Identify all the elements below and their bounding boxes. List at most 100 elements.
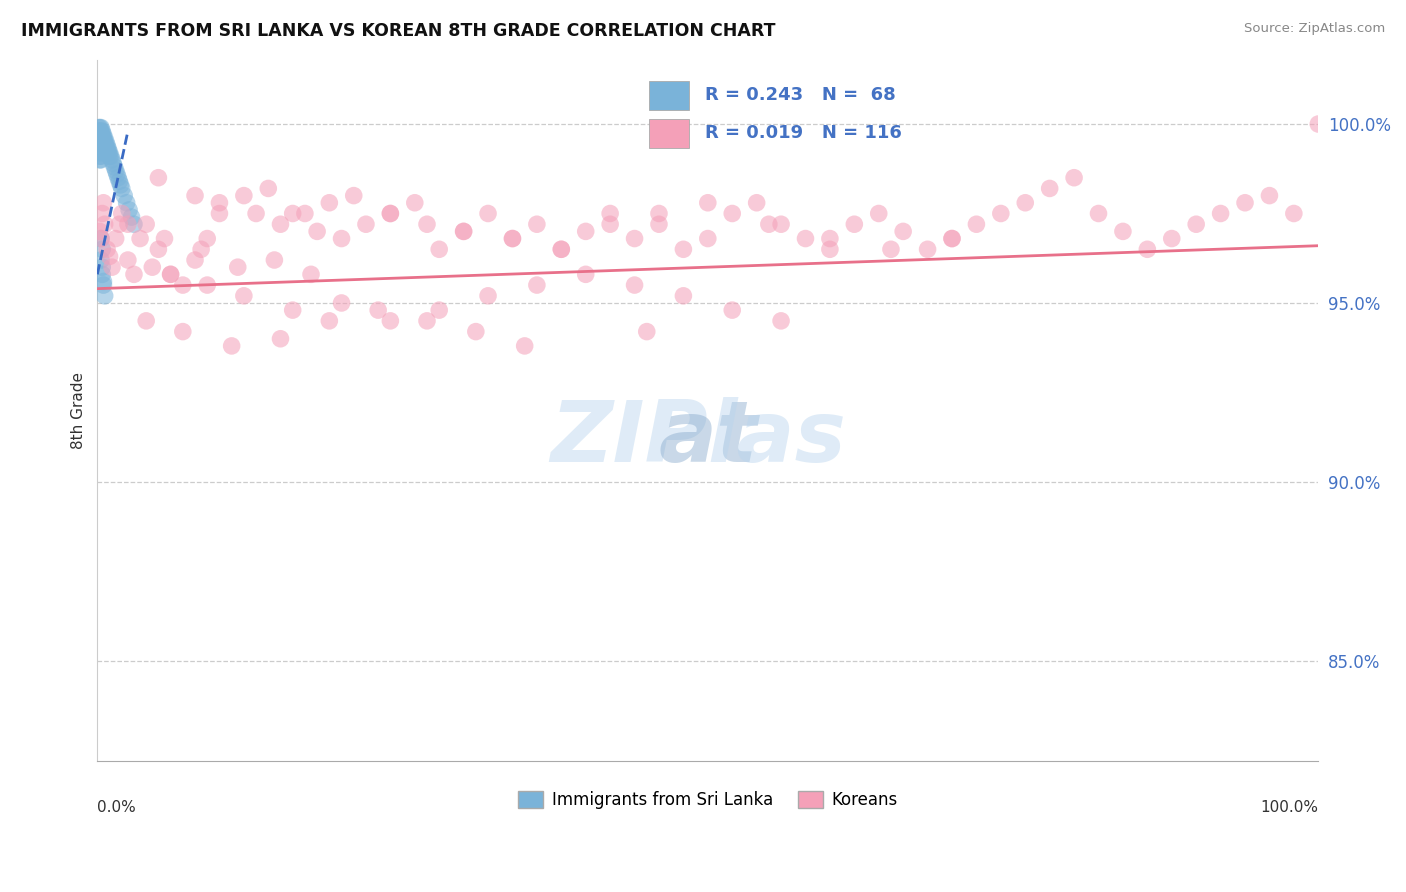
Point (550, 242, 572, 256)
Point (148, 242, 170, 256)
Point (89, 145, 111, 160)
Point (672, 289, 695, 303)
Point (477, 289, 499, 303)
Point (115, 195, 138, 210)
Point (501, 231, 523, 245)
Point (990, 206, 1012, 220)
Point (464, 325, 486, 339)
Point (103, 160, 125, 174)
Point (513, 339, 536, 353)
Point (758, 217, 780, 231)
Point (917, 242, 939, 256)
Point (281, 206, 304, 220)
Point (96, 142, 118, 156)
Point (416, 217, 439, 231)
Point (105, 167, 128, 181)
Text: 0.0%: 0.0% (97, 799, 136, 814)
Point (696, 231, 718, 245)
Point (89, 131, 111, 145)
Point (648, 217, 671, 231)
Point (190, 242, 212, 256)
Point (118, 202, 141, 217)
Point (90, 128, 112, 142)
Point (195, 231, 218, 245)
Point (103, 156, 125, 170)
Point (1185, 217, 1208, 231)
Point (90, 124, 112, 138)
Point (636, 325, 658, 339)
Point (148, 170, 170, 185)
Point (117, 217, 139, 231)
Point (91, 135, 114, 149)
Text: 100.0%: 100.0% (1260, 799, 1319, 814)
Point (122, 268, 145, 282)
Point (122, 217, 145, 231)
Point (89, 124, 111, 138)
Point (269, 332, 291, 346)
Point (367, 303, 389, 318)
Point (208, 206, 231, 220)
Point (101, 153, 124, 167)
Point (98, 145, 121, 160)
Point (226, 260, 249, 275)
Point (1258, 188, 1281, 202)
Point (91, 268, 114, 282)
Point (195, 278, 218, 293)
Point (87, 124, 110, 138)
Point (770, 314, 793, 328)
Point (575, 268, 598, 282)
Point (380, 206, 402, 220)
Point (208, 195, 231, 210)
Point (1282, 206, 1305, 220)
Point (770, 217, 793, 231)
Point (90, 142, 112, 156)
Point (294, 206, 316, 220)
Point (93, 135, 115, 149)
Point (90, 253, 112, 268)
Point (1234, 195, 1257, 210)
Point (648, 206, 671, 220)
Point (93, 131, 115, 145)
Point (1136, 242, 1159, 256)
Point (93, 278, 115, 293)
Point (90, 149, 112, 163)
Point (794, 231, 817, 245)
Point (90, 138, 112, 153)
Point (93, 131, 115, 145)
Point (1087, 206, 1109, 220)
Point (96, 242, 118, 256)
Point (93, 217, 115, 231)
Point (880, 242, 903, 256)
Point (87, 131, 110, 145)
Point (1112, 224, 1135, 238)
Point (153, 231, 176, 245)
Point (89, 128, 111, 142)
Point (269, 217, 291, 231)
Legend: Immigrants from Sri Lanka, Koreans: Immigrants from Sri Lanka, Koreans (512, 784, 904, 816)
Point (90, 145, 112, 160)
Point (89, 149, 111, 163)
Point (90, 131, 112, 145)
Point (108, 217, 131, 231)
Point (232, 289, 254, 303)
Point (111, 181, 134, 195)
Point (104, 231, 127, 245)
Point (91, 206, 114, 220)
Y-axis label: 8th Grade: 8th Grade (72, 372, 86, 449)
Point (172, 325, 194, 339)
Text: Source: ZipAtlas.com: Source: ZipAtlas.com (1244, 22, 1385, 36)
Point (404, 195, 426, 210)
Point (108, 174, 131, 188)
Point (1209, 206, 1232, 220)
Point (93, 289, 115, 303)
Point (94, 138, 117, 153)
Point (844, 217, 866, 231)
Point (318, 314, 340, 328)
Point (1063, 170, 1085, 185)
Point (745, 195, 768, 210)
Text: las: las (707, 397, 846, 480)
Point (159, 268, 181, 282)
Point (232, 188, 254, 202)
Point (891, 224, 914, 238)
Point (318, 195, 340, 210)
